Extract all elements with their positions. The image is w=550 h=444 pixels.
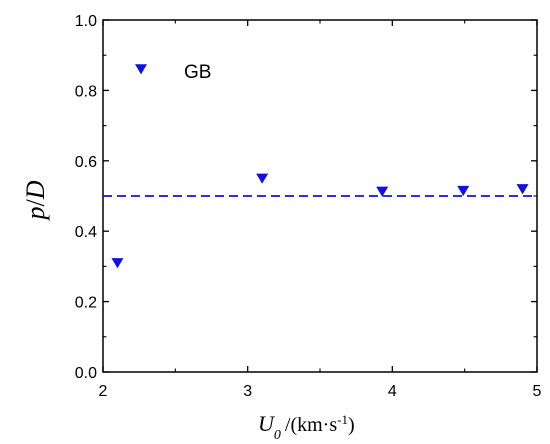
data-point-gb: [111, 258, 124, 269]
data-point-gb: [457, 185, 470, 197]
data-point-gb: [376, 186, 389, 197]
y-tick-label: 0.6: [75, 154, 97, 171]
y-tick-label: 0.8: [75, 83, 97, 100]
legend-label-gb: GB: [184, 62, 211, 83]
x-axis-unit: /(km·s: [285, 414, 337, 436]
x-tick-label: 2: [99, 383, 108, 400]
data-points: [111, 173, 529, 269]
data-point-gb: [256, 173, 269, 184]
legend: GB: [135, 62, 211, 83]
data-point-gb: [516, 184, 529, 195]
x-axis-unit-exponent: -1: [337, 412, 348, 427]
x-axis-label: U0 /(km·s-1): [258, 411, 355, 443]
y-axis-denominator: D: [21, 180, 50, 200]
y-tick-label: 0.4: [75, 224, 97, 241]
x-tick-label: 4: [388, 383, 397, 400]
x-axis-subscript: 0: [274, 428, 281, 443]
x-tick-label: 3: [243, 383, 252, 400]
y-tick-label: 0.2: [75, 295, 97, 312]
tick-labels: 2 3 4 5 0.0 0.2 0.4 0.6 0.8 1.0: [75, 13, 542, 400]
ticks: [102, 19, 538, 373]
y-axis-slash: /: [21, 199, 50, 207]
x-axis-unit-close: ): [348, 414, 355, 436]
y-axis-numerator: p: [21, 207, 50, 222]
x-tick-label: 5: [533, 383, 542, 400]
legend-marker-gb: [135, 64, 147, 75]
y-axis-label: p/D: [21, 180, 50, 221]
y-tick-label: 1.0: [75, 13, 97, 30]
x-axis-symbol: U: [258, 411, 276, 436]
y-tick-label: 0.0: [75, 365, 97, 382]
